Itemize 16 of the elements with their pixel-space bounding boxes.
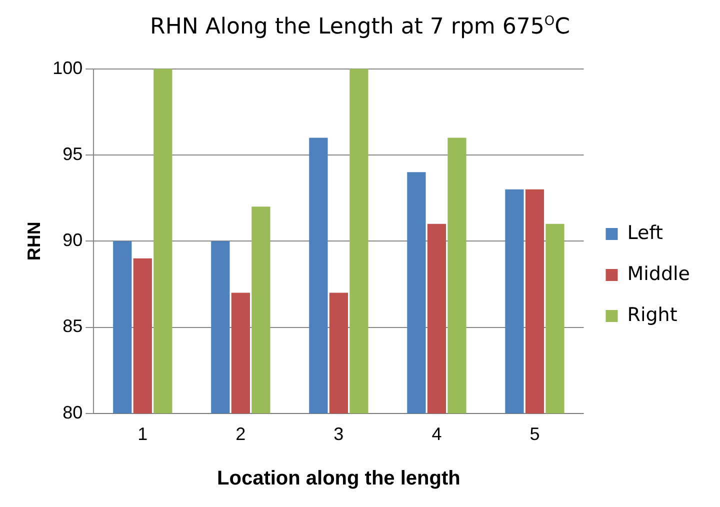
x-tick-label: 2 xyxy=(236,424,246,444)
legend-label: Middle xyxy=(627,262,690,285)
chart-title: RHN Along the Length at 7 rpm 675$^{O}$C xyxy=(149,14,571,40)
x-tick-label: 4 xyxy=(432,424,442,444)
y-axis-title: RHN xyxy=(24,222,44,261)
y-tick-label: 80 xyxy=(62,402,83,422)
y-tick-label: 95 xyxy=(62,144,83,164)
y-tick-label: 85 xyxy=(62,316,83,336)
x-tick-label: 3 xyxy=(334,424,344,444)
legend-label: Right xyxy=(627,304,678,326)
x-axis-title: Location along the length xyxy=(217,468,460,490)
x-tick-label: 1 xyxy=(138,424,148,444)
legend-label: Left xyxy=(627,222,663,244)
y-tick-label: 90 xyxy=(62,230,83,250)
y-tick-label: 100 xyxy=(52,58,83,78)
x-tick-label: 5 xyxy=(530,424,540,444)
